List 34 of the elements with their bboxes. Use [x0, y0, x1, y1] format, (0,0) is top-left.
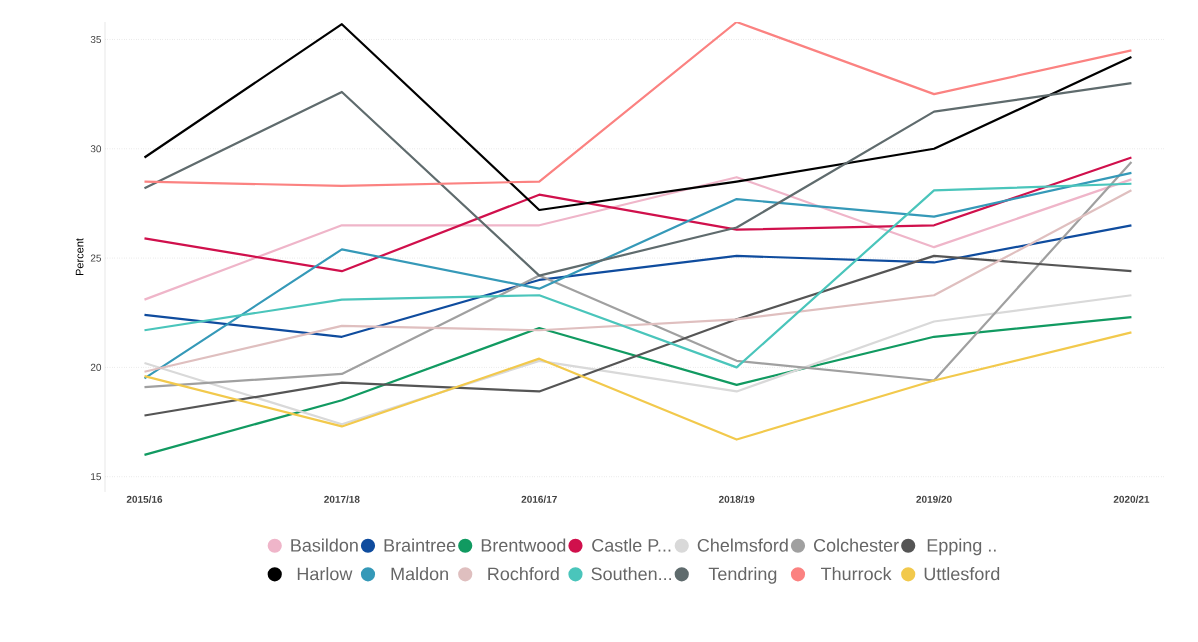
y-tick-label: 30 — [90, 145, 102, 153]
x-tick-label: 2019/20 — [916, 495, 952, 503]
y-tick-label: 25 — [90, 254, 102, 262]
y-tick-label: 20 — [90, 363, 102, 371]
legend-label: Castle P... — [592, 538, 671, 552]
legend-label: Southen... — [591, 567, 671, 581]
legend-label: Brentwood — [481, 538, 566, 552]
y-tick-label: 15 — [91, 473, 102, 481]
x-tick-label: 2018/19 — [718, 495, 755, 503]
legend-label: Basildon — [291, 538, 358, 552]
x-tick-label: 2016/17 — [521, 495, 557, 503]
line-series — [143, 316, 1133, 456]
line-series — [143, 294, 1133, 426]
legend-label: Rochford — [488, 567, 559, 581]
legend-label: Thurrock — [820, 567, 892, 581]
legend-label: Tendring — [708, 567, 777, 584]
legend-label: Colchester — [813, 538, 899, 552]
legend-label: Uttlesford — [924, 567, 1000, 581]
x-tick-label: 2015/16 — [126, 495, 163, 503]
legend-label: Harlow — [297, 567, 353, 581]
line-series — [143, 82, 1133, 277]
legend-label: Maldon — [391, 567, 448, 581]
x-tick-label: 2020/21 — [1113, 495, 1150, 503]
legend-label: Chelmsford — [697, 538, 788, 552]
line-series — [143, 224, 1133, 338]
line-series — [143, 331, 1133, 441]
x-tick-label: 2017/18 — [324, 495, 360, 503]
legend-label: Epping .. — [927, 538, 996, 556]
legend-label: Braintree — [384, 538, 456, 552]
line-series — [143, 254, 1133, 417]
y-axis-title: Percent — [75, 238, 84, 276]
line-series — [143, 176, 1133, 301]
y-tick-label: 35 — [90, 35, 102, 44]
line-series — [143, 156, 1133, 273]
